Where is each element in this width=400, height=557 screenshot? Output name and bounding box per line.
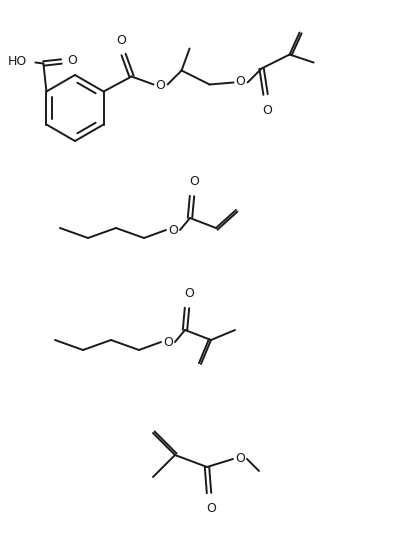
Text: O: O: [235, 452, 245, 466]
Text: O: O: [68, 54, 77, 67]
Text: O: O: [117, 33, 126, 46]
Text: O: O: [263, 104, 272, 116]
Text: O: O: [184, 287, 194, 300]
Text: O: O: [189, 175, 199, 188]
Text: O: O: [236, 75, 246, 88]
Text: O: O: [156, 79, 166, 92]
Text: HO: HO: [8, 55, 28, 68]
Text: O: O: [163, 335, 173, 349]
Text: O: O: [206, 502, 216, 515]
Text: O: O: [168, 223, 178, 237]
